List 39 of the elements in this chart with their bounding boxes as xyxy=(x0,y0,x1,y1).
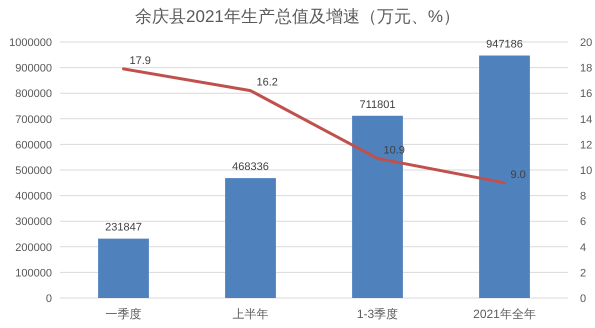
data-label: 231847 xyxy=(105,222,142,234)
bar xyxy=(98,238,149,298)
y2-tick-label: 18 xyxy=(580,62,592,75)
y-tick-label: 1000000 xyxy=(9,37,52,49)
y-tick-label: 900000 xyxy=(15,62,52,75)
bar xyxy=(479,56,530,298)
y2-tick-label: 6 xyxy=(580,216,586,228)
bar xyxy=(225,178,276,298)
y2-tick-label: 0 xyxy=(580,293,586,305)
data-label: 9.0 xyxy=(510,168,526,181)
y-tick-label: 400000 xyxy=(15,190,52,203)
data-label: 468336 xyxy=(232,161,269,174)
y-tick-label: 800000 xyxy=(15,88,52,100)
y-tick-label: 600000 xyxy=(15,139,52,152)
y2-tick-label: 2 xyxy=(580,267,586,280)
y2-tick-label: 16 xyxy=(580,88,592,100)
y2-tick-label: 4 xyxy=(580,242,586,254)
data-label: 947186 xyxy=(486,38,523,51)
bar xyxy=(352,116,403,298)
y2-tick-label: 20 xyxy=(580,37,592,49)
y-tick-label: 500000 xyxy=(15,165,52,177)
y-tick-label: 0 xyxy=(46,293,52,305)
y-tick-label: 100000 xyxy=(15,267,52,280)
y-tick-label: 200000 xyxy=(15,242,52,254)
x-tick-label: 2021年全年 xyxy=(473,307,536,321)
y2-tick-label: 12 xyxy=(580,139,592,152)
data-label: 17.9 xyxy=(130,54,151,67)
y2-tick-label: 10 xyxy=(580,165,592,177)
line-series xyxy=(122,67,506,184)
x-tick-label: 1-3季度 xyxy=(356,307,398,321)
x-tick-label: 上半年 xyxy=(232,307,268,321)
y-tick-label: 300000 xyxy=(15,216,52,228)
y2-tick-label: 14 xyxy=(580,114,592,126)
x-tick-label: 一季度 xyxy=(106,307,142,321)
y-tick-label: 700000 xyxy=(15,114,52,126)
y2-tick-label: 8 xyxy=(580,190,586,203)
data-label: 711801 xyxy=(360,98,396,111)
data-label: 16.2 xyxy=(256,76,278,89)
chart-title: 余庆县2021年生产总值及增速（万元、%） xyxy=(135,7,460,26)
